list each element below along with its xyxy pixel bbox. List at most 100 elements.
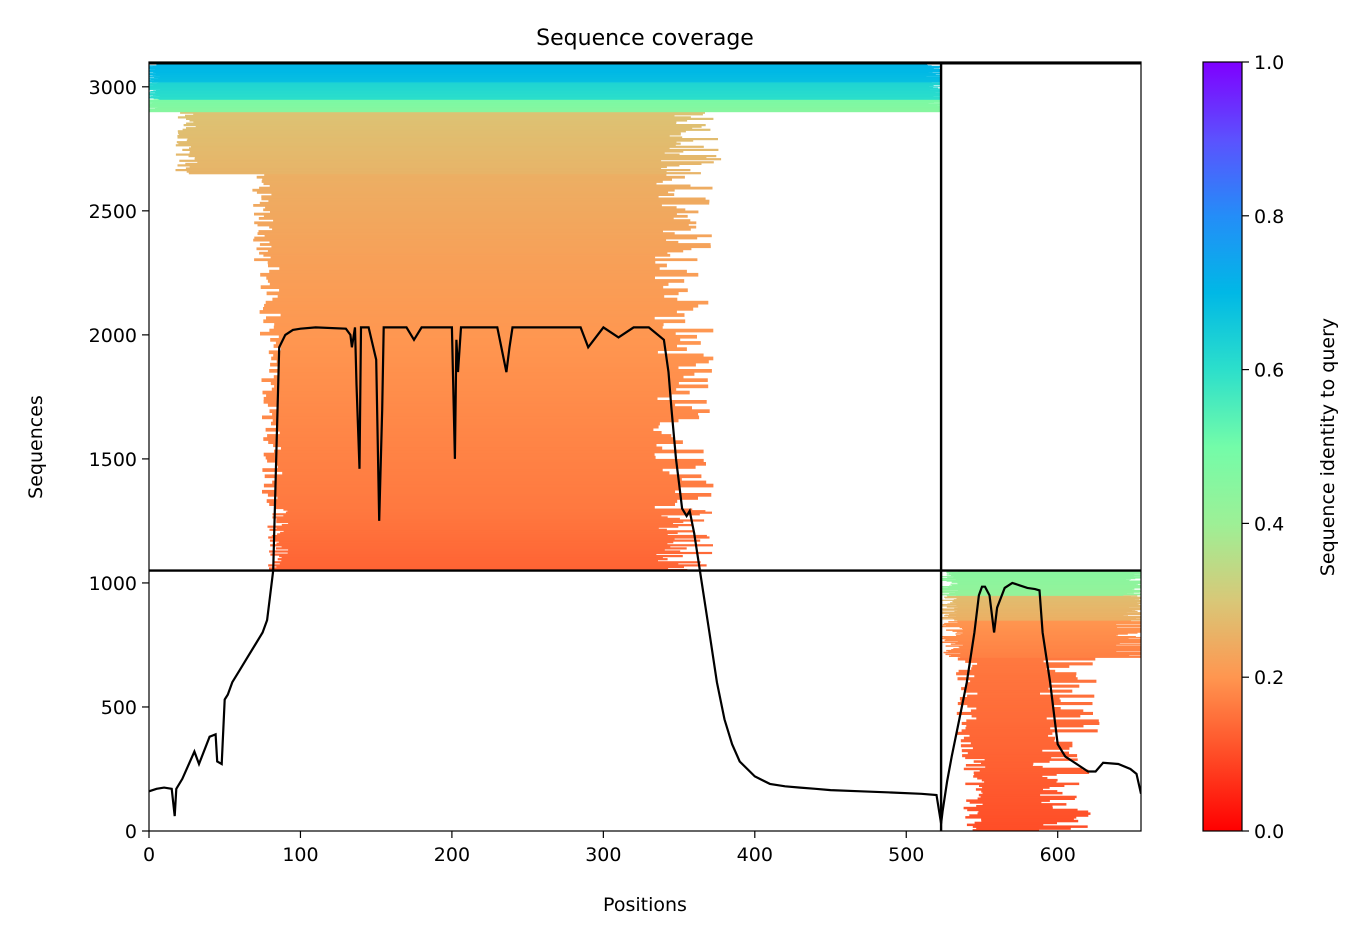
heatmap-strip [189,147,670,150]
heatmap-strip [279,372,695,376]
heatmap-strip [283,508,693,511]
heatmap-strip [977,797,1075,800]
heatmap-strip [977,812,1091,815]
heatmap-strip [272,513,700,516]
heatmap-strip [274,505,655,510]
heatmap-strip [270,362,696,367]
heatmap-strip [271,356,714,361]
heatmap-strip [279,431,662,435]
heatmap-strip [266,499,678,503]
heatmap-strip [970,679,1097,683]
heatmap-strip [975,788,1043,791]
heatmap-strip [981,819,1079,823]
heatmap-strip [945,624,1141,627]
heatmap-strip [253,204,662,207]
heatmap-strip [259,251,668,255]
heatmap-strip [960,739,1055,743]
heatmap-strip [961,721,1100,725]
heatmap-strip [953,648,1141,650]
y-tick-label: 0 [125,821,137,843]
heatmap-strip [957,584,1138,586]
heatmap-strip [945,614,1124,616]
x-tick-label: 500 [888,844,924,866]
heatmap-strip [276,519,705,522]
heatmap-strip [981,790,1058,793]
heatmap-strip [275,341,701,345]
heatmap-strip [252,188,675,192]
heatmap-strip [279,555,683,558]
x-tick-label: 400 [737,844,773,866]
heatmap-strip [977,777,1048,780]
heatmap-strip [270,210,699,214]
heatmap-strip [268,263,667,268]
heatmap-strip [267,525,679,528]
heatmap-strip [268,440,683,444]
heatmap-strip [177,130,686,133]
heatmap-strip [266,276,655,280]
heatmap-strip [953,577,1141,579]
heatmap-strip [189,151,665,155]
heatmap-strip [185,162,702,165]
heatmap-strip [283,530,693,533]
heatmap-strip [956,711,1093,715]
heatmap-strip [264,303,699,308]
heatmap-strip [197,161,714,164]
heatmap-strip [272,418,679,423]
heatmap-strip [947,576,1141,578]
heatmap-strip [957,589,1141,591]
heatmap-strip [269,282,669,286]
heatmap-strip [189,150,684,153]
heatmap-strip [263,253,671,257]
heatmap-strip [260,331,676,336]
heatmap-strip [965,764,1033,767]
heatmap-strip [177,134,670,138]
heatmap-strip [957,702,1093,706]
heatmap-strip [957,657,1096,661]
heatmap-strip [267,434,672,438]
heatmap-strip [272,297,678,302]
heatmap-strip [258,217,674,220]
heatmap-strip [269,328,714,333]
heatmap-strip [175,169,691,172]
heatmap-strip [976,827,1071,830]
heatmap-strip [272,561,701,564]
heatmap-strip [959,647,1141,649]
heatmap-strip [269,184,691,188]
heatmap-strip [945,597,1141,599]
heatmap-strip [269,225,697,229]
heatmap-strip [966,724,1084,728]
heatmap-strip [191,145,704,148]
heatmap-strip [179,159,662,162]
heatmap-strip [941,579,1126,581]
plot-frame [148,61,1142,832]
colorbar [1202,61,1243,832]
heatmap-strip [276,520,684,524]
heatmap-strip [947,586,1141,588]
heatmap-strip [281,545,671,548]
heatmap-strip [970,741,1073,745]
heatmap-strip [961,687,1049,691]
heatmap-strip [270,553,657,556]
heatmap-strip [259,186,713,190]
heatmap-strip [965,726,1051,730]
heatmap-strip [269,369,712,373]
heatmap-strip [189,165,667,169]
x-tick-label: 100 [282,844,318,866]
y-tick-label: 2500 [89,201,137,223]
heatmap-strip [957,622,1141,624]
heatmap-strip [262,390,690,395]
heatmap-strip [256,247,692,251]
heatmap-strip [275,477,682,482]
heatmap-strip [971,714,1081,718]
heatmap-strip [177,164,680,167]
heatmap-strip [969,814,1089,817]
heatmap-strip [276,527,659,530]
colorbar-ticks: 0.0 0.2 0.4 0.6 0.8 1.0 [1242,52,1284,843]
heatmap-strip [277,294,665,299]
y-tick-label: 3000 [89,77,137,99]
heatmap-strip [280,347,687,351]
heatmap-strip [270,256,656,259]
heatmap-strip [274,449,704,454]
heatmap-strip [963,767,1083,771]
x-tick-label: 0 [143,844,155,866]
